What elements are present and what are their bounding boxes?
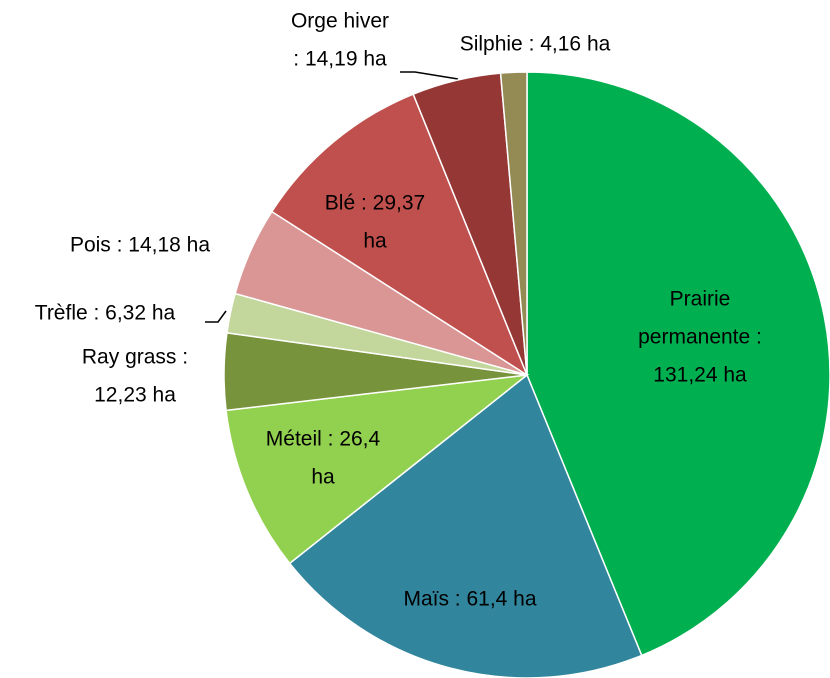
- slice-label: 131,24 ha: [653, 364, 747, 387]
- slice-label: Ray grass :: [82, 346, 188, 369]
- pie-slice: [225, 373, 530, 565]
- slice-label: Trèfle : 6,32 ha: [35, 302, 176, 325]
- slice-label: : 14,19 ha: [293, 48, 387, 71]
- slice-label: ha: [363, 230, 387, 253]
- leader-line: [205, 310, 227, 323]
- slice-label: ha: [311, 466, 335, 489]
- slice-label: 12,23 ha: [94, 384, 176, 407]
- slice-label: Blé : 29,37: [325, 192, 425, 215]
- pie-slice: [499, 71, 528, 376]
- slice-label: Prairie: [670, 288, 731, 311]
- slice-label: Maïs : 61,4 ha: [403, 588, 536, 611]
- pie-slice: [526, 71, 830, 657]
- slice-label: permanente :: [638, 326, 762, 349]
- slice-label: Pois : 14,18 ha: [70, 234, 210, 257]
- pie-slice: [270, 93, 529, 377]
- slice-label: Orge hiver: [291, 10, 389, 33]
- leader-line: [400, 71, 459, 80]
- pie-slice: [288, 373, 643, 678]
- slice-label: Silphie : 4,16 ha: [460, 33, 611, 56]
- slice-label: Méteil : 26,4: [266, 428, 381, 451]
